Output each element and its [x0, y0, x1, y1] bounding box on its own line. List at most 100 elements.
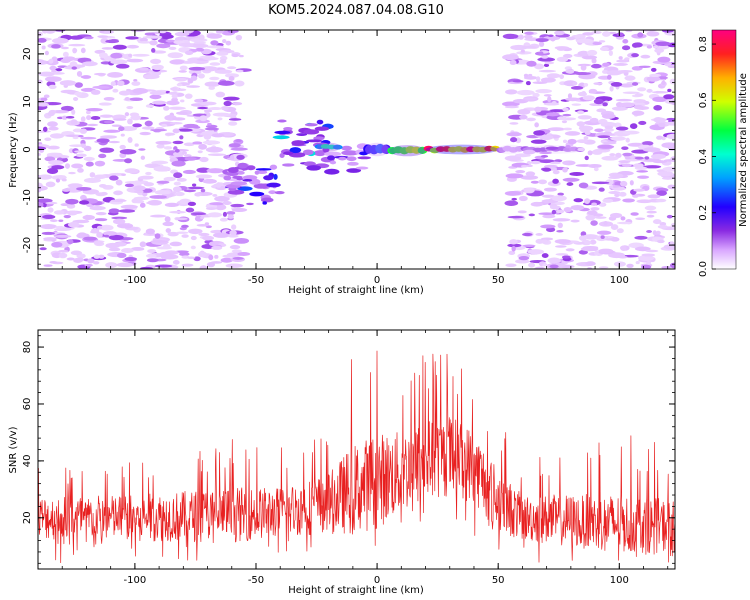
spectrogram-cell	[551, 101, 557, 106]
spectrogram-cell	[121, 248, 134, 254]
spectrogram-cell	[246, 202, 254, 206]
spectrogram-cell	[206, 33, 223, 39]
spectrogram-cell	[573, 198, 584, 203]
spectrogram-cell	[99, 147, 115, 153]
spectrogram-cell	[231, 249, 242, 253]
spectrogram-cell	[85, 161, 94, 167]
spectrogram-cell	[44, 137, 52, 141]
spectrogram-cell	[62, 51, 69, 58]
spectrogram-cell	[547, 257, 561, 264]
spectrogram-cell	[555, 253, 569, 256]
spectrogram-cell	[565, 97, 581, 102]
spectrogram-cell	[47, 207, 54, 213]
spectrogram-cell	[236, 177, 244, 181]
spectrogram-cell	[38, 174, 53, 180]
spectrogram-cell	[146, 201, 160, 205]
spectrogram-cell	[646, 230, 652, 233]
spectrogram-cell	[124, 97, 130, 101]
spectrogram-cell	[108, 140, 121, 144]
spectrogram-cell	[87, 258, 95, 264]
spectrogram-cell	[102, 231, 118, 236]
spectrogram-cell	[657, 224, 668, 229]
spectrogram-cell	[616, 228, 624, 234]
spectrogram-cell	[527, 73, 533, 77]
spectrogram-cell	[81, 61, 98, 67]
spectrogram-cell	[130, 114, 142, 121]
spectrogram-cell	[646, 260, 652, 265]
spectrogram-cell	[572, 81, 578, 86]
spectrogram-cell	[565, 36, 576, 41]
spectrogram-cell	[591, 31, 602, 34]
spectrogram-cell	[55, 178, 61, 183]
spectrogram-cell	[170, 87, 178, 91]
spectrogram-cell	[534, 106, 542, 113]
spectrogram-cell	[202, 235, 215, 241]
spectrogram-cell	[314, 126, 330, 131]
spectrogram-cell	[646, 210, 657, 214]
colorbar-tick-label: 0.8	[698, 36, 709, 52]
spectrogram-cell	[231, 53, 240, 58]
spectrogram-cell	[649, 73, 662, 78]
spectrogram-x-label: Height of straight line (km)	[288, 285, 424, 296]
spectrogram-cell	[152, 100, 167, 105]
spectrogram-cell	[543, 94, 552, 97]
spectrogram-cell	[175, 111, 188, 115]
spectrogram-cell	[614, 193, 620, 198]
spectrogram-cell	[229, 230, 237, 236]
spectrogram-cell	[533, 130, 545, 136]
spectrogram-cell	[66, 257, 76, 261]
spectrogram-cell	[210, 40, 219, 46]
spectrogram-cell	[48, 84, 57, 90]
spectrogram-cell	[65, 198, 79, 205]
spectrogram-cell	[133, 78, 138, 82]
spectrogram-cell	[632, 42, 643, 48]
spectrogram-cell	[83, 36, 94, 40]
spectrogram-cell	[591, 202, 598, 206]
spectrogram-cell	[124, 158, 133, 164]
spectrogram-cell	[187, 186, 205, 190]
spectrogram-cell	[515, 170, 526, 174]
spectrogram-cell	[185, 207, 195, 213]
spectrogram-cell	[594, 128, 604, 133]
spectrogram-cell	[149, 40, 158, 46]
spectrogram-cell	[171, 97, 179, 102]
spectrogram-cell	[165, 228, 172, 233]
spectrogram-cell	[577, 147, 585, 152]
spectrogram-cell	[655, 198, 667, 203]
colorbar-label: Normalized spectral amplitude	[738, 73, 749, 227]
spectrogram-cell	[619, 83, 634, 88]
spectrogram-cell	[69, 35, 84, 40]
spectrogram-cell	[609, 85, 614, 92]
spectrogram-cell	[526, 60, 537, 67]
spectrogram-cell	[525, 80, 531, 86]
spectrogram-cell	[597, 135, 611, 139]
spectrogram-cell	[622, 130, 640, 135]
spectrogram-halo	[498, 144, 523, 155]
spectrogram-cell	[65, 115, 75, 119]
spectrogram-cell	[646, 45, 653, 49]
spectrogram-cell	[183, 123, 199, 129]
spectrogram-cell	[69, 144, 86, 147]
spectrogram-cell	[564, 131, 581, 136]
spectrogram-cell	[554, 30, 565, 36]
spectrogram-cell	[502, 33, 519, 40]
spectrogram-cell	[198, 232, 210, 237]
spectrogram-cell	[296, 133, 308, 136]
spectrogram-cell	[650, 153, 667, 159]
spectrogram-cell	[48, 126, 59, 131]
spectrogram-cell	[185, 50, 194, 56]
spectrogram-cell	[119, 126, 138, 132]
spectrogram-cell	[563, 53, 573, 59]
spectrogram-cell	[638, 120, 647, 125]
spectrogram-cell	[355, 166, 369, 170]
spectrogram-cell	[66, 203, 76, 209]
spectrogram-cell	[179, 65, 188, 71]
spectrogram-cell	[90, 116, 101, 120]
spectrogram-cell	[93, 240, 103, 246]
spectrogram-cell	[511, 245, 516, 252]
spectrogram-cell	[600, 235, 605, 240]
spectrogram-cell	[175, 217, 188, 221]
spectrogram-cell	[199, 156, 209, 163]
spectrogram-cell	[175, 231, 189, 234]
